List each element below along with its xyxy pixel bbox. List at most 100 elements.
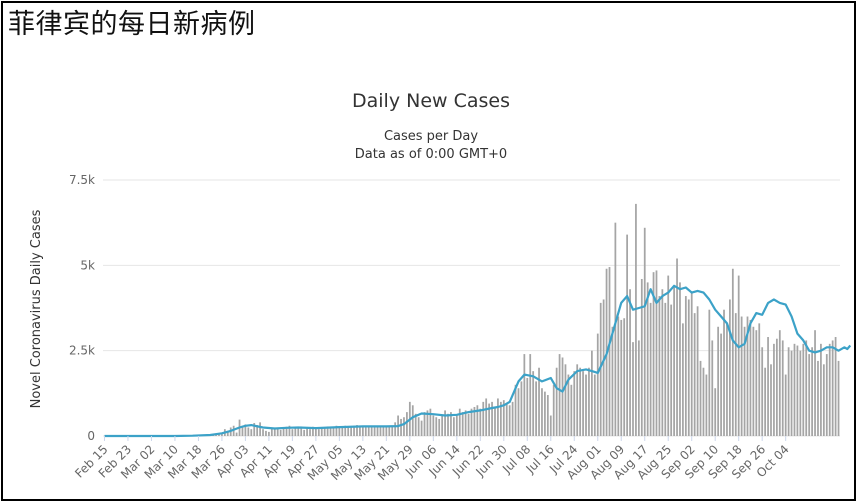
bar <box>329 428 332 436</box>
bar <box>743 326 746 436</box>
bar <box>320 427 323 436</box>
bar <box>593 374 596 436</box>
bar <box>667 275 670 436</box>
bar-series <box>174 203 840 436</box>
bar <box>831 340 834 436</box>
bar <box>623 318 626 436</box>
bar <box>285 426 288 436</box>
bar <box>323 427 326 436</box>
bar <box>761 347 764 436</box>
bar <box>361 425 364 436</box>
bar <box>546 395 549 436</box>
bar <box>576 364 579 436</box>
bar <box>373 425 376 436</box>
bar <box>458 408 461 436</box>
bar <box>632 342 634 436</box>
bar <box>262 429 264 436</box>
bar <box>596 333 599 436</box>
bar <box>523 354 526 436</box>
y-tick-label: 2.5k <box>69 344 95 358</box>
bar <box>241 425 244 436</box>
bar <box>514 384 517 436</box>
bar <box>259 422 261 436</box>
bar <box>629 289 631 436</box>
bar <box>235 432 238 436</box>
bar <box>784 374 787 436</box>
bar <box>270 428 273 436</box>
bar <box>758 323 761 436</box>
y-axis-label: Novel Coronavirus Daily Cases <box>29 209 44 408</box>
bar <box>723 309 725 436</box>
bar <box>303 429 306 436</box>
bar <box>682 323 684 436</box>
bar <box>312 426 314 436</box>
bar <box>588 367 590 436</box>
bar <box>778 330 781 436</box>
bar <box>670 304 673 436</box>
bar <box>705 374 708 436</box>
bar <box>573 371 576 436</box>
page-title: 菲律宾的每日新病例 <box>8 9 256 40</box>
bar <box>526 377 529 436</box>
bar <box>491 401 493 436</box>
bar <box>696 306 699 436</box>
bar <box>429 408 432 436</box>
bar <box>479 408 482 436</box>
bar <box>273 427 276 436</box>
bar <box>300 426 303 436</box>
bar <box>825 354 828 436</box>
bar <box>347 426 350 436</box>
chart-subtitle-date: Data as of 0:00 GMT+0 <box>355 147 507 162</box>
bar <box>567 374 570 436</box>
bar <box>470 408 473 436</box>
bar <box>532 371 535 436</box>
bar <box>690 292 693 436</box>
bar <box>699 360 702 436</box>
bar <box>508 405 511 436</box>
bar <box>708 309 711 436</box>
bar <box>265 430 267 436</box>
bar <box>828 343 831 436</box>
bar <box>734 313 737 436</box>
bar <box>467 413 470 436</box>
bar <box>450 412 452 436</box>
bar <box>502 400 505 436</box>
bar <box>359 426 361 436</box>
bar <box>388 426 391 436</box>
bar <box>541 388 543 436</box>
bar <box>673 285 675 436</box>
bar <box>511 401 514 436</box>
bar <box>767 337 769 436</box>
bar <box>520 381 523 436</box>
bar <box>775 338 778 436</box>
bar <box>332 426 335 436</box>
bar <box>635 203 637 436</box>
bar <box>535 381 537 436</box>
bar <box>755 330 758 436</box>
bar <box>297 427 300 436</box>
bar <box>444 410 446 436</box>
bar <box>370 426 373 436</box>
bar <box>661 289 664 436</box>
bar <box>485 398 488 436</box>
bar <box>464 410 467 436</box>
y-tick-label: 5k <box>80 258 95 272</box>
bar <box>426 410 429 436</box>
chart-title: Daily New Cases <box>352 90 510 112</box>
bar <box>820 343 822 436</box>
bar <box>617 316 620 436</box>
bar <box>420 420 423 436</box>
bar <box>552 384 555 436</box>
bar <box>693 313 696 436</box>
bar <box>714 388 717 436</box>
bar <box>684 296 687 436</box>
bar <box>570 384 573 436</box>
bar <box>811 347 813 436</box>
bar <box>726 323 728 436</box>
bar <box>561 357 564 436</box>
bar <box>341 426 344 436</box>
y-tick-label: 7.5k <box>69 173 95 187</box>
bar <box>585 374 587 436</box>
bar <box>411 405 414 436</box>
